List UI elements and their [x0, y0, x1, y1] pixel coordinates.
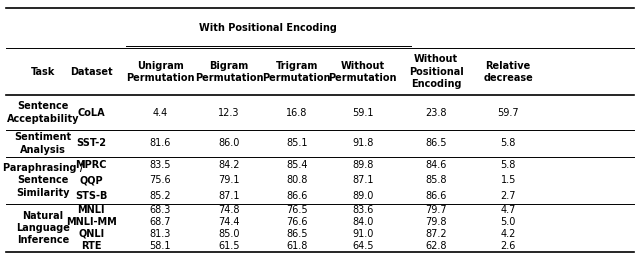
Text: Dataset: Dataset	[70, 67, 113, 77]
Text: Task: Task	[31, 67, 55, 77]
Text: 86.6: 86.6	[286, 191, 307, 201]
Text: 62.8: 62.8	[426, 241, 447, 251]
Text: 83.6: 83.6	[352, 205, 373, 215]
Text: 85.2: 85.2	[149, 191, 171, 201]
Text: 81.3: 81.3	[149, 229, 171, 239]
Text: 91.8: 91.8	[352, 139, 373, 148]
Text: 59.1: 59.1	[352, 108, 373, 117]
Text: 91.0: 91.0	[352, 229, 373, 239]
Text: 87.2: 87.2	[425, 229, 447, 239]
Text: 4.4: 4.4	[152, 108, 168, 117]
Text: Trigram
Permutation: Trigram Permutation	[262, 61, 331, 83]
Text: 80.8: 80.8	[286, 176, 307, 185]
Text: 5.8: 5.8	[500, 139, 516, 148]
Text: 85.0: 85.0	[218, 229, 240, 239]
Text: 23.8: 23.8	[426, 108, 447, 117]
Text: 76.5: 76.5	[286, 205, 308, 215]
Text: Bigram
Permutation: Bigram Permutation	[195, 61, 263, 83]
Text: Unigram
Permutation: Unigram Permutation	[126, 61, 195, 83]
Text: 1.5: 1.5	[500, 176, 516, 185]
Text: 61.5: 61.5	[218, 241, 240, 251]
Text: 86.0: 86.0	[218, 139, 240, 148]
Text: 74.8: 74.8	[218, 205, 240, 215]
Text: 86.5: 86.5	[426, 139, 447, 148]
Text: 68.7: 68.7	[149, 217, 171, 227]
Text: RTE: RTE	[81, 241, 101, 251]
Text: 4.7: 4.7	[500, 205, 516, 215]
Text: Relative
decrease: Relative decrease	[483, 61, 533, 83]
Text: QQP: QQP	[79, 176, 103, 185]
Text: 83.5: 83.5	[149, 160, 171, 170]
Text: 5.0: 5.0	[500, 217, 516, 227]
Text: 16.8: 16.8	[286, 108, 307, 117]
Text: Sentence
Acceptability: Sentence Acceptability	[6, 101, 79, 124]
Text: 85.4: 85.4	[286, 160, 308, 170]
Text: 5.8: 5.8	[500, 160, 516, 170]
Text: 79.1: 79.1	[218, 176, 240, 185]
Text: STS-B: STS-B	[75, 191, 108, 201]
Text: 74.4: 74.4	[218, 217, 240, 227]
Text: With Positional Encoding: With Positional Encoding	[199, 23, 337, 33]
Text: CoLA: CoLA	[77, 108, 105, 117]
Text: Paraphrasing /
Sentence
Similarity: Paraphrasing / Sentence Similarity	[3, 163, 83, 198]
Text: 84.2: 84.2	[218, 160, 240, 170]
Text: 2.7: 2.7	[500, 191, 516, 201]
Text: 64.5: 64.5	[352, 241, 373, 251]
Text: Sentiment
Analysis: Sentiment Analysis	[14, 132, 71, 155]
Text: MNLI-MM: MNLI-MM	[66, 217, 116, 227]
Text: 2.6: 2.6	[500, 241, 516, 251]
Text: SST-2: SST-2	[76, 139, 106, 148]
Text: 79.8: 79.8	[426, 217, 447, 227]
Text: QNLI: QNLI	[78, 229, 104, 239]
Text: 85.8: 85.8	[426, 176, 447, 185]
Text: 75.6: 75.6	[149, 176, 171, 185]
Text: Without
Positional
Encoding: Without Positional Encoding	[409, 54, 463, 89]
Text: 85.1: 85.1	[286, 139, 308, 148]
Text: MPRC: MPRC	[76, 160, 107, 170]
Text: 79.7: 79.7	[425, 205, 447, 215]
Text: 86.6: 86.6	[426, 191, 447, 201]
Text: Without
Permutation: Without Permutation	[328, 61, 397, 83]
Text: 87.1: 87.1	[352, 176, 373, 185]
Text: 4.2: 4.2	[500, 229, 516, 239]
Text: 61.8: 61.8	[286, 241, 307, 251]
Text: 89.8: 89.8	[352, 160, 373, 170]
Text: 58.1: 58.1	[149, 241, 171, 251]
Text: 84.0: 84.0	[352, 217, 373, 227]
Text: Natural
Language
Inference: Natural Language Inference	[16, 210, 70, 245]
Text: 86.5: 86.5	[286, 229, 308, 239]
Text: 89.0: 89.0	[352, 191, 373, 201]
Text: 81.6: 81.6	[149, 139, 171, 148]
Text: 68.3: 68.3	[149, 205, 171, 215]
Text: 84.6: 84.6	[426, 160, 447, 170]
Text: MNLI: MNLI	[77, 205, 105, 215]
Text: 76.6: 76.6	[286, 217, 308, 227]
Text: 59.7: 59.7	[497, 108, 519, 117]
Text: 12.3: 12.3	[218, 108, 240, 117]
Text: 87.1: 87.1	[218, 191, 240, 201]
